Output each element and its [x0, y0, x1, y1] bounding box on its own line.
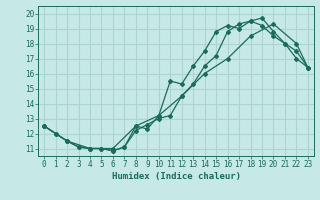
X-axis label: Humidex (Indice chaleur): Humidex (Indice chaleur) — [111, 172, 241, 181]
